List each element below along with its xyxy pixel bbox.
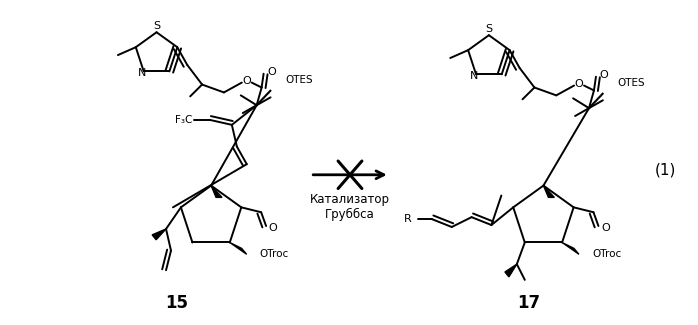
- Text: O: O: [267, 67, 276, 77]
- Polygon shape: [562, 242, 579, 254]
- Text: R: R: [404, 214, 412, 224]
- Polygon shape: [152, 229, 166, 240]
- Text: OTroc: OTroc: [592, 249, 621, 259]
- Text: 15: 15: [165, 293, 188, 312]
- Text: F₃C: F₃C: [174, 115, 192, 125]
- Polygon shape: [544, 186, 554, 197]
- Text: OTES: OTES: [618, 78, 646, 88]
- Polygon shape: [211, 186, 222, 197]
- Text: Груббса: Груббса: [325, 208, 375, 221]
- Text: O: O: [269, 223, 277, 233]
- Text: O: O: [601, 223, 610, 233]
- Polygon shape: [230, 242, 246, 254]
- Text: N: N: [470, 71, 478, 81]
- Text: OTroc: OTroc: [260, 249, 289, 259]
- Text: Катализатор: Катализатор: [310, 193, 390, 206]
- Text: O: O: [600, 70, 608, 80]
- Text: S: S: [485, 24, 493, 34]
- Text: N: N: [138, 68, 146, 78]
- Text: (1): (1): [655, 162, 676, 177]
- Text: OTES: OTES: [285, 75, 313, 84]
- Polygon shape: [505, 264, 517, 277]
- Text: O: O: [242, 76, 251, 85]
- Text: S: S: [153, 21, 160, 32]
- Text: O: O: [574, 79, 584, 89]
- Text: 17: 17: [517, 293, 540, 312]
